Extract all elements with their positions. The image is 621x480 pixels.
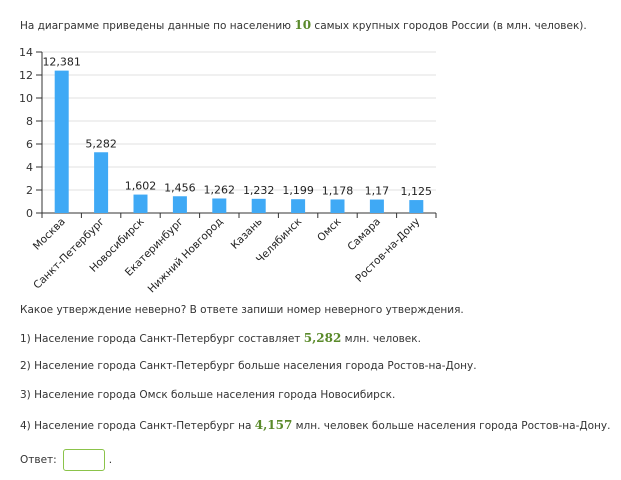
bar-value-label: 12,381 [42, 56, 81, 69]
bar [409, 200, 424, 213]
bar [212, 198, 227, 213]
category-label: Санкт-Петербург [31, 216, 107, 292]
bar-value-label: 1,262 [204, 183, 236, 196]
bar [94, 152, 109, 213]
y-tick-label: 6 [26, 138, 33, 151]
statement-3-text: 3) Население города Омск больше населени… [20, 389, 396, 401]
statement-4-after: млн. человек больше населения города Рос… [292, 420, 611, 432]
y-tick-label: 10 [19, 92, 33, 105]
statement-4-before: 4) Население города Санкт-Петербург на [20, 420, 255, 432]
answer-suffix: . [108, 454, 113, 466]
statement-2-text: 2) Население города Санкт-Петербург боль… [20, 360, 477, 372]
statement-1: 1) Население города Санкт-Петербург сост… [20, 331, 421, 346]
bar [54, 70, 69, 213]
category-label: Нижний Новгород [146, 216, 226, 296]
answer-label: Ответ: [20, 454, 57, 466]
intro-number: 10 [294, 18, 312, 32]
statement-1-number: 5,282 [303, 331, 342, 345]
bar-value-label: 1,602 [125, 180, 157, 193]
statement-1-after: млн. человек. [341, 333, 421, 345]
bar-value-label: 1,232 [243, 184, 275, 197]
bar [251, 198, 266, 213]
y-tick-label: 4 [26, 161, 33, 174]
population-bar-chart: 0 2 4 6 8 10 12 14 12,381 Москва 5,282 Санкт-Петерб… [19, 46, 437, 296]
statement-2: 2) Население города Санкт-Петербург боль… [20, 359, 477, 373]
y-tick-label: 12 [19, 69, 33, 82]
statement-4: 4) Население города Санкт-Петербург на 4… [20, 418, 610, 433]
bar-value-label: 1,199 [282, 184, 314, 197]
question-text: Какое утверждение неверно? В ответе запи… [20, 304, 464, 316]
category-label: Казань [229, 216, 265, 252]
bar-value-label: 1,17 [365, 185, 390, 198]
y-tick-label: 14 [19, 46, 33, 59]
bar-value-label: 1,178 [322, 184, 354, 197]
category-label: Самара [345, 216, 383, 254]
statement-1-before: 1) Население города Санкт-Петербург сост… [20, 333, 304, 345]
intro-text: На диаграмме приведены данные по населен… [20, 18, 587, 33]
bar-value-label: 5,282 [85, 137, 117, 150]
y-tick-label: 8 [26, 115, 33, 128]
intro-text-after: самых крупных городов России (в млн. чел… [311, 20, 587, 32]
y-tick-label: 2 [26, 184, 33, 197]
bar [330, 199, 345, 213]
bar [133, 194, 148, 213]
statement-3: 3) Население города Омск больше населени… [20, 388, 395, 402]
bar [291, 199, 306, 213]
y-tick-label: 0 [26, 207, 33, 220]
intro-text-before: На диаграмме приведены данные по населен… [20, 20, 295, 32]
bar-value-label: 1,125 [401, 185, 433, 198]
category-label: Москва [31, 216, 68, 253]
answer-row: Ответ:. [20, 449, 112, 471]
answer-input[interactable] [62, 449, 105, 471]
statement-4-number: 4,157 [254, 418, 293, 432]
bar [172, 196, 187, 213]
bar-value-label: 1,456 [164, 181, 196, 194]
bar [369, 199, 384, 213]
category-label: Омск [315, 216, 344, 245]
